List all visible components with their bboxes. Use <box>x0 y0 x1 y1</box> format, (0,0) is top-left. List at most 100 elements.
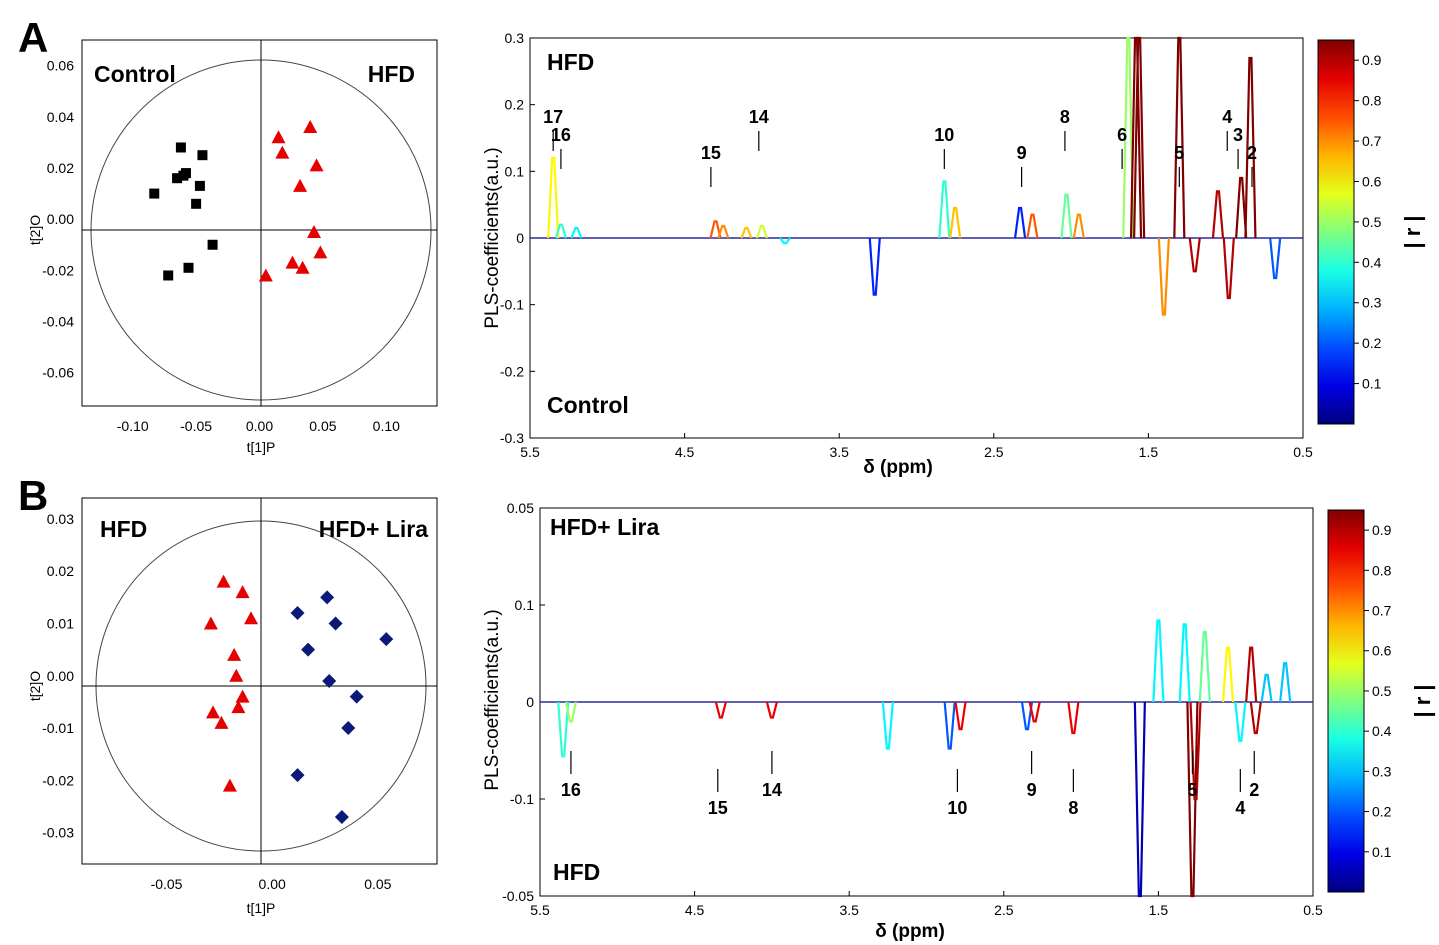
spectrum-peak <box>1249 701 1262 735</box>
y-tick-label: 0 <box>516 230 524 246</box>
scatter-point <box>235 585 250 599</box>
spectrum-peak <box>1269 237 1282 280</box>
spectrum-peak <box>1244 56 1257 239</box>
x-tick-label: -0.10 <box>117 418 149 434</box>
y-tick-label: 0.06 <box>47 58 74 74</box>
scatter-point <box>290 606 305 621</box>
annotation-label: 2 <box>1247 143 1257 163</box>
y-tick-label: 0.1 <box>505 163 525 179</box>
y-tick-label: -0.03 <box>42 825 74 841</box>
annotation-label: 14 <box>749 107 769 127</box>
scatter-point <box>227 647 242 661</box>
spectrum-peak <box>1157 237 1170 316</box>
scatter-point <box>285 255 300 269</box>
y-tick-label: -0.02 <box>42 772 74 788</box>
colorbar-tick-label: 0.9 <box>1372 522 1392 538</box>
spectrum-peak <box>714 701 727 719</box>
x-tick-label: 2.5 <box>994 902 1014 918</box>
annotation-label: 4 <box>1235 798 1245 818</box>
colorbar-tick-label: 0.1 <box>1372 844 1392 860</box>
y-tick-label: -0.04 <box>42 314 74 330</box>
scatter-point <box>295 260 310 274</box>
spectrum-peak <box>557 701 570 758</box>
spectrum-peak <box>1133 701 1146 898</box>
annotation-label: 4 <box>1222 107 1232 127</box>
annotation-label: 8 <box>1060 107 1070 127</box>
spectrum-peak <box>881 701 894 750</box>
spectrum-peak <box>1026 213 1039 239</box>
scatter-a-group-left: Control <box>94 61 176 87</box>
colorbar-tick-label: 0.1 <box>1362 376 1382 392</box>
annotation-label: 14 <box>762 780 782 800</box>
x-tick-label: 1.5 <box>1149 902 1169 918</box>
x-tick-label: 5.5 <box>520 444 540 460</box>
colorbar-tick-label: 0.9 <box>1362 52 1382 68</box>
spectrum-peak <box>709 220 722 239</box>
scatter-a-group-right: HFD <box>368 61 415 87</box>
spectrum-peak <box>1235 176 1248 239</box>
y-tick-label: -0.2 <box>500 363 524 379</box>
spectrum-peak <box>1245 646 1258 703</box>
y-tick-label: 0.02 <box>47 563 74 579</box>
scatter-point <box>290 768 305 783</box>
y-tick-label: 0.05 <box>507 500 534 516</box>
spectrum-peak <box>1173 36 1186 239</box>
spectrum-peak <box>717 224 730 239</box>
spectrum-peak <box>868 237 881 296</box>
annotation-label: 5 <box>1174 143 1184 163</box>
annotation-label: 9 <box>1017 143 1027 163</box>
annotation-label: 16 <box>551 125 571 145</box>
spectrum-peak <box>1234 701 1247 742</box>
scatter-b-group-left: HFD <box>100 516 147 542</box>
spectrum-a-xlabel: δ (ppm) <box>863 457 933 478</box>
colorbar-tick-label: 0.7 <box>1362 133 1382 149</box>
scatter-point <box>293 178 308 192</box>
scatter-point <box>275 145 290 159</box>
spectrum-peak <box>1222 237 1235 300</box>
colorbar-tick-label: 0.8 <box>1362 93 1382 109</box>
spectrum-peak <box>547 156 560 239</box>
annotation-label: 16 <box>561 780 581 800</box>
spectrum-peak <box>938 180 951 239</box>
annotation-label: 10 <box>934 125 954 145</box>
spectrum-peak <box>554 223 567 239</box>
spectrum-peak <box>1211 190 1225 239</box>
scatter-a-ylabel: t[2]O <box>27 215 43 245</box>
scatter-point <box>301 642 316 657</box>
scatter-point <box>320 590 335 605</box>
y-tick-label: -0.05 <box>502 888 534 904</box>
scatter-point <box>341 721 356 736</box>
spectrum-peak <box>779 237 791 245</box>
annotation-label: 15 <box>701 143 721 163</box>
spectrum-b-top-label: HFD+ Lira <box>550 514 659 540</box>
colorbar-tick-label: 0.3 <box>1372 763 1392 779</box>
scatter-point <box>183 262 194 273</box>
spectrum-peak <box>1013 206 1027 239</box>
annotation-label: 15 <box>708 798 728 818</box>
colorbar-tick-label: 0.5 <box>1372 683 1392 699</box>
x-tick-label: 3.5 <box>829 444 849 460</box>
spectrum-peak <box>765 701 778 719</box>
colorbar-tick-label: 0.4 <box>1362 254 1382 270</box>
spectrum-peak <box>1279 662 1292 703</box>
scatter-point <box>334 809 349 824</box>
scatter-point <box>197 150 208 161</box>
scatter-point <box>271 130 286 144</box>
scatter-b-group-right: HFD+ Lira <box>319 516 428 542</box>
colorbar-tick-label: 0.2 <box>1362 335 1382 351</box>
x-tick-label: 0.5 <box>1293 444 1313 460</box>
annotation-label: 9 <box>1027 780 1037 800</box>
y-tick-label: 0.00 <box>47 211 74 227</box>
x-tick-label: 3.5 <box>839 902 859 918</box>
annotation-label: 8 <box>1068 798 1078 818</box>
scatter-point <box>203 616 218 630</box>
panel-label-b: B <box>18 472 48 519</box>
spectrum-b-bottom-label: HFD <box>553 859 600 885</box>
colorbar-label: | r | <box>1410 684 1435 717</box>
y-tick-label: -0.06 <box>42 365 74 381</box>
scatter-point <box>349 689 364 704</box>
colorbar-tick-label: 0.6 <box>1362 173 1382 189</box>
colorbar-tick-label: 0.3 <box>1362 295 1382 311</box>
x-tick-label: 0.10 <box>373 418 400 434</box>
